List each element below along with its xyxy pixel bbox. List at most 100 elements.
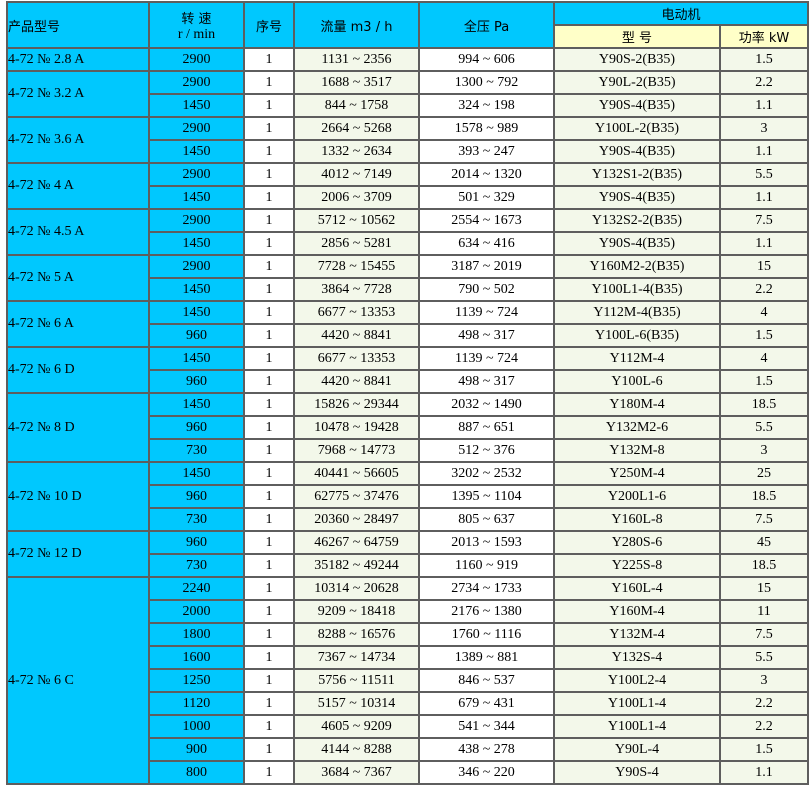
cell-power: 1.1 xyxy=(719,139,809,164)
cell-motor: Y100L1-4(B35) xyxy=(553,277,721,302)
cell-motor: Y90S-4(B35) xyxy=(553,93,721,118)
cell-motor: Y100L2-4 xyxy=(553,668,721,693)
header-flow: 流量 m3 / h xyxy=(293,1,420,49)
cell-flow: 3864 ~ 7728 xyxy=(293,277,420,302)
cell-seq: 1 xyxy=(243,760,295,785)
cell-flow: 10314 ~ 20628 xyxy=(293,576,420,601)
table-row: 730 1 7968 ~ 14773 512 ~ 376 Y132M-8 3 xyxy=(7,438,809,463)
table-row: 4-72 № 8 D 1450 1 15826 ~ 29344 2032 ~ 1490 Y… xyxy=(6,392,809,463)
cell-power: 5.5 xyxy=(719,645,809,670)
cell-seq: 1 xyxy=(243,599,295,624)
cell-seq: 1 xyxy=(243,553,295,578)
cell-speed: 2900 xyxy=(148,70,245,95)
cell-power: 1.1 xyxy=(719,231,809,256)
cell-motor: Y112M-4(B35) xyxy=(553,300,721,325)
cell-power: 11 xyxy=(719,599,809,624)
cell-pressure: 790 ~ 502 xyxy=(418,277,555,302)
cell-flow: 7728 ~ 15455 xyxy=(293,254,420,279)
cell-speed: 2900 xyxy=(148,47,245,72)
cell-power: 15 xyxy=(719,576,809,601)
cell-pressure: 393 ~ 247 xyxy=(418,139,555,164)
cell-flow: 2856 ~ 5281 xyxy=(293,231,420,256)
cell-speed: 1450 xyxy=(148,93,245,118)
cell-seq: 1 xyxy=(243,461,295,486)
cell-product-model: 4-72 № 6 D xyxy=(6,346,150,394)
cell-product-model: 4-72 № 4.5 A xyxy=(6,208,150,256)
cell-motor: Y160L-4 xyxy=(553,576,721,601)
cell-power: 18.5 xyxy=(719,484,809,509)
cell-flow: 8288 ~ 16576 xyxy=(293,622,420,647)
cell-motor: Y90S-4(B35) xyxy=(553,185,721,210)
table-row: 730 1 20360 ~ 28497 805 ~ 637 Y160L-8 7.5 xyxy=(7,507,809,532)
cell-pressure: 1139 ~ 724 xyxy=(418,346,555,371)
cell-motor: Y112M-4 xyxy=(553,346,721,371)
cell-flow: 2664 ~ 5268 xyxy=(293,116,420,141)
cell-motor: Y90S-4(B35) xyxy=(553,139,721,164)
cell-flow: 40441 ~ 56605 xyxy=(293,461,420,486)
table-row: 1450 1 2006 ~ 3709 501 ~ 329 Y90S-4(B35) 1.1 xyxy=(7,185,809,210)
cell-seq: 1 xyxy=(243,346,295,371)
cell-speed: 800 xyxy=(148,760,245,785)
table-row: 730 1 35182 ~ 49244 1160 ~ 919 Y225S-8 18.5 xyxy=(7,553,809,578)
cell-pressure: 2554 ~ 1673 xyxy=(418,208,555,233)
header-pressure: 全压 Pa xyxy=(418,1,555,49)
cell-power: 18.5 xyxy=(719,392,809,417)
cell-pressure: 498 ~ 317 xyxy=(418,369,555,394)
cell-flow: 20360 ~ 28497 xyxy=(293,507,420,532)
cell-speed: 1450 xyxy=(148,139,245,164)
table-row: 1450 1 1332 ~ 2634 393 ~ 247 Y90S-4(B35) 1.1 xyxy=(7,139,809,164)
cell-power: 1.5 xyxy=(719,47,809,72)
cell-seq: 1 xyxy=(243,277,295,302)
table-row: 1800 1 8288 ~ 16576 1760 ~ 1116 Y132M-4 7.5 xyxy=(7,622,809,647)
cell-flow: 15826 ~ 29344 xyxy=(293,392,420,417)
cell-speed: 960 xyxy=(148,323,245,348)
cell-pressure: 501 ~ 329 xyxy=(418,185,555,210)
cell-power: 45 xyxy=(719,530,809,555)
cell-seq: 1 xyxy=(243,208,295,233)
cell-speed: 960 xyxy=(148,369,245,394)
cell-power: 1.5 xyxy=(719,323,809,348)
cell-seq: 1 xyxy=(243,714,295,739)
cell-product-model: 4-72 № 8 D xyxy=(6,392,150,463)
cell-pressure: 994 ~ 606 xyxy=(418,47,555,72)
cell-seq: 1 xyxy=(243,323,295,348)
table-row: 4-72 № 4.5 A 2900 1 5712 ~ 10562 2554 ~ 1673… xyxy=(6,208,809,256)
cell-power: 3 xyxy=(719,438,809,463)
cell-product-model: 4-72 № 2.8 A xyxy=(6,47,150,72)
cell-flow: 5756 ~ 11511 xyxy=(293,668,420,693)
cell-flow: 844 ~ 1758 xyxy=(293,93,420,118)
cell-motor: Y132M2-6 xyxy=(553,415,721,440)
cell-flow: 6677 ~ 13353 xyxy=(293,346,420,371)
cell-motor: Y132S1-2(B35) xyxy=(553,162,721,187)
cell-speed: 960 xyxy=(148,484,245,509)
header-motor-power: 功率 kW xyxy=(719,24,809,49)
cell-product-model: 4-72 № 6 A xyxy=(6,300,150,348)
cell-product-model: 4-72 № 3.6 A xyxy=(6,116,150,164)
cell-speed: 900 xyxy=(148,737,245,762)
cell-motor: Y100L-6 xyxy=(553,369,721,394)
table-row: 960 1 4420 ~ 8841 498 ~ 317 Y100L-6(B35) 1.5 xyxy=(7,323,809,348)
table-row: 900 1 4144 ~ 8288 438 ~ 278 Y90L-4 1.5 xyxy=(7,737,809,762)
cell-product-model: 4-72 № 4 A xyxy=(6,162,150,210)
table-row: 4-72 № 6 A 1450 1 6677 ~ 13353 1139 ~ 724 Y11… xyxy=(6,300,809,348)
table-row: 1450 1 844 ~ 1758 324 ~ 198 Y90S-4(B35) 1.1 xyxy=(7,93,809,118)
cell-speed: 1450 xyxy=(148,346,245,371)
cell-motor: Y132M-8 xyxy=(553,438,721,463)
header-product-model: 产品型号 xyxy=(6,1,150,49)
cell-power: 4 xyxy=(719,300,809,325)
cell-pressure: 541 ~ 344 xyxy=(418,714,555,739)
cell-speed: 2900 xyxy=(148,254,245,279)
table-row: 4-72 № 3.2 A 2900 1 1688 ~ 3517 1300 ~ 792 Y9… xyxy=(6,70,809,118)
table-row: 1600 1 7367 ~ 14734 1389 ~ 881 Y132S-4 5.5 xyxy=(7,645,809,670)
cell-power: 18.5 xyxy=(719,553,809,578)
header-motor: 电动机 xyxy=(553,1,809,26)
table-row: 4-72 № 12 D 960 1 46267 ~ 64759 2013 ~ 1593 Y… xyxy=(6,530,809,578)
table-row: 4-72 № 4 A 2900 1 4012 ~ 7149 2014 ~ 1320 Y13… xyxy=(6,162,809,210)
cell-motor: Y100L1-4 xyxy=(553,691,721,716)
cell-speed: 2240 xyxy=(148,576,245,601)
cell-seq: 1 xyxy=(243,47,295,72)
cell-flow: 35182 ~ 49244 xyxy=(293,553,420,578)
cell-power: 25 xyxy=(719,461,809,486)
cell-flow: 6677 ~ 13353 xyxy=(293,300,420,325)
cell-speed: 1450 xyxy=(148,392,245,417)
